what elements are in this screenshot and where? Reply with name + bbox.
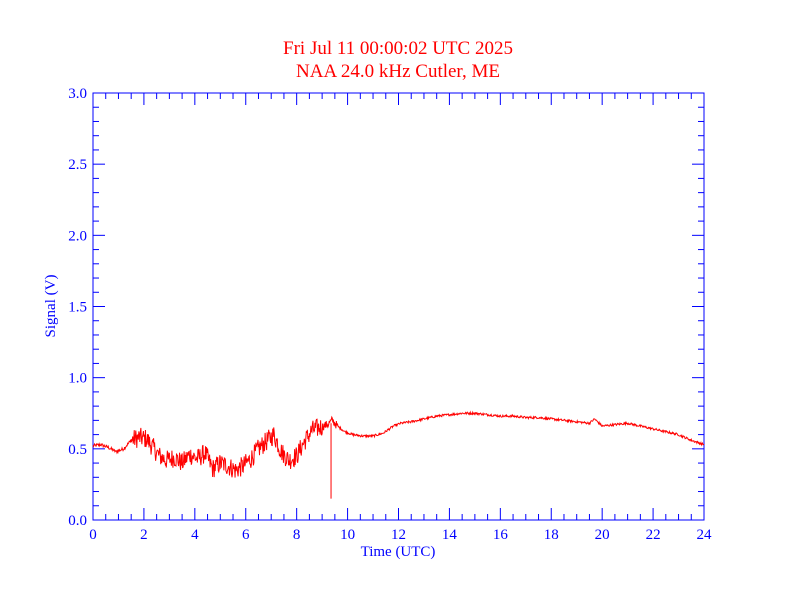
x-tick-labels: 0 2 4 6 8 10 12 14 16 18 20 22 24 <box>89 527 712 543</box>
y-tick-label: 0.5 <box>68 442 87 458</box>
x-tick-label: 4 <box>191 527 199 543</box>
signal-series-line <box>92 410 705 478</box>
x-axis-label: Time (UTC) <box>361 544 436 560</box>
y-tick-label: 1.5 <box>68 300 87 316</box>
x-tick-label: 20 <box>595 527 610 543</box>
x-tick-label: 24 <box>697 527 713 543</box>
x-tick-label: 2 <box>140 527 148 543</box>
x-tick-label: 0 <box>89 527 97 543</box>
x-tick-label: 22 <box>646 527 661 543</box>
y-tick-label: 2.5 <box>68 157 87 173</box>
axis-ticks <box>92 92 705 521</box>
x-tick-label: 10 <box>340 527 355 543</box>
x-tick-label: 8 <box>293 527 301 543</box>
chart-title: Fri Jul 11 00:00:02 UTC 2025 <box>283 38 513 59</box>
x-tick-label: 18 <box>544 527 559 543</box>
y-tick-label: 3.0 <box>68 86 87 102</box>
y-tick-label: 0.0 <box>68 513 87 529</box>
x-tick-label: 12 <box>391 527 406 543</box>
x-tick-label: 6 <box>242 527 250 543</box>
y-axis-label: Signal (V) <box>43 275 59 338</box>
y-tick-label: 1.0 <box>68 371 87 387</box>
x-tick-label: 16 <box>493 527 509 543</box>
y-tick-labels: 0.0 0.5 1.0 1.5 2.0 2.5 3.0 <box>68 86 87 529</box>
y-tick-label: 2.0 <box>68 228 87 244</box>
x-tick-label: 14 <box>442 527 458 543</box>
chart-subtitle: NAA 24.0 kHz Cutler, ME <box>296 61 500 82</box>
